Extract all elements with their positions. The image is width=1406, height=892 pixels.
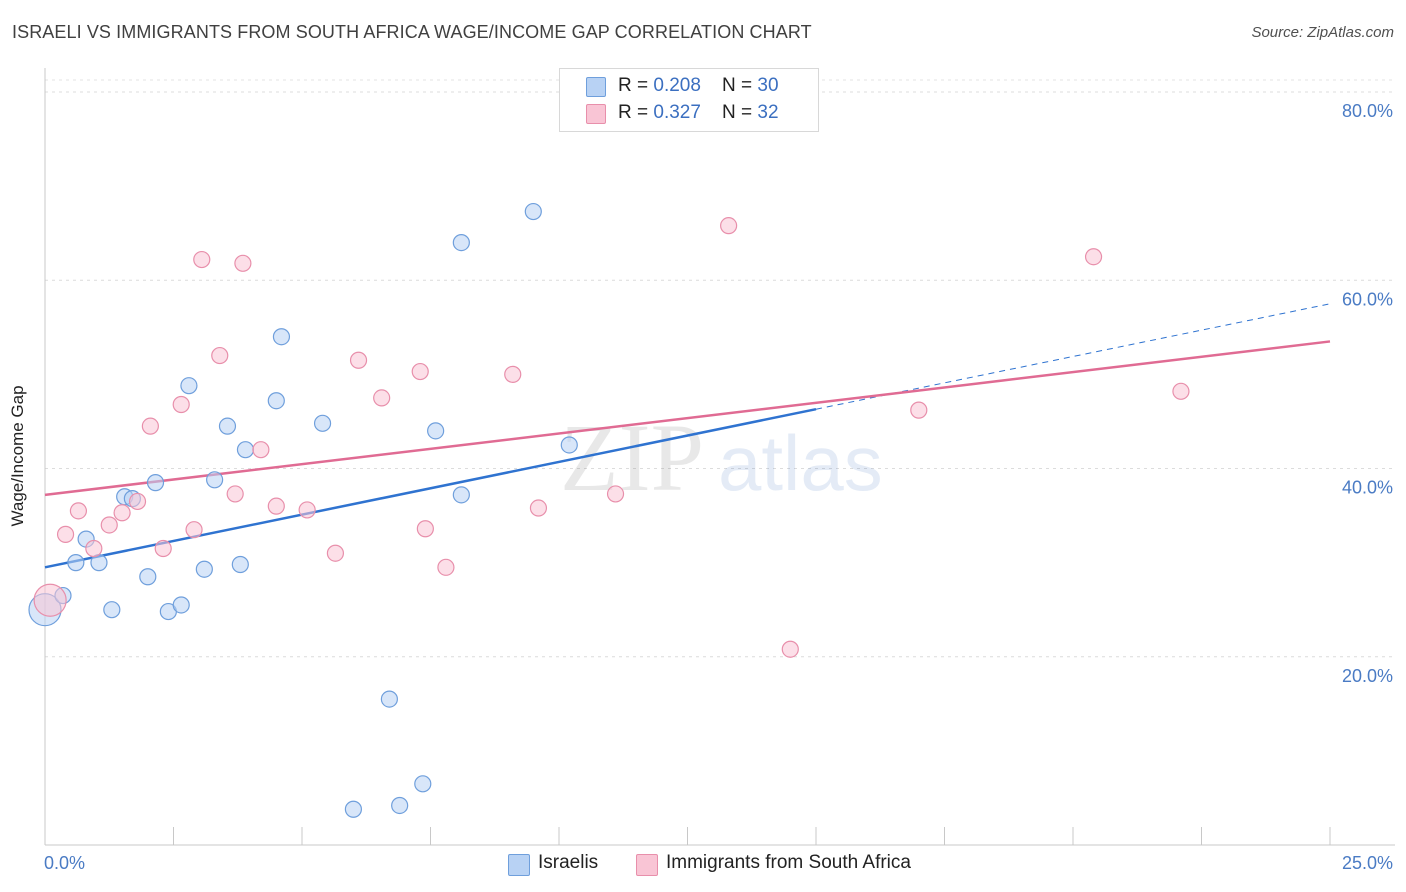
point-south-africa [56, 525, 75, 543]
point-south-africa [504, 365, 522, 383]
point-south-africa [349, 351, 368, 369]
point-israelis [452, 486, 470, 504]
point-south-africa [234, 254, 252, 272]
point-israelis [172, 596, 190, 614]
point-israelis [313, 414, 332, 432]
point-south-africa [437, 558, 455, 576]
bottom-legend-swatch-south-africa [636, 854, 658, 876]
legend-r-label: R = [618, 102, 654, 123]
point-south-africa [781, 640, 799, 658]
legend-swatch-israelis [586, 77, 606, 97]
point-south-africa [154, 539, 172, 558]
y-tick-label: 40.0% [1342, 478, 1393, 498]
y-tick-label: 80.0% [1342, 101, 1393, 121]
axes [44, 68, 1395, 846]
point-israelis [180, 377, 198, 395]
point-south-africa [113, 504, 131, 522]
point-south-africa [326, 544, 345, 562]
point-south-africa [128, 492, 147, 511]
gridlines [45, 79, 1395, 658]
legend-n-label: N = [722, 75, 758, 96]
point-israelis [218, 417, 237, 435]
point-south-africa [411, 362, 429, 381]
trend-line [44, 340, 1331, 497]
point-south-africa [529, 499, 548, 517]
point-israelis [139, 568, 157, 586]
watermark-atlas: atlas [718, 419, 883, 507]
point-israelis [524, 202, 542, 221]
point-south-africa [720, 217, 738, 235]
point-israelis [103, 601, 121, 619]
point-israelis [206, 471, 224, 489]
y-axis-label: Wage/Income Gap [8, 385, 27, 527]
legend-box: R = 0.208 N = 30 R = 0.327 N = 32 [559, 68, 819, 132]
legend-n-value: 30 [757, 75, 779, 96]
point-israelis [414, 775, 432, 793]
point-south-africa [141, 417, 159, 435]
watermark: ZIP atlas [560, 404, 883, 511]
y-tick-label: 20.0% [1342, 666, 1393, 686]
point-south-africa [267, 497, 285, 515]
legend-r-label: R = [618, 75, 654, 96]
point-south-africa [298, 501, 316, 519]
legend-n-value: 32 [757, 102, 779, 123]
point-south-africa [252, 441, 270, 459]
point-israelis [427, 422, 445, 440]
point-israelis [195, 560, 213, 578]
point-south-africa [211, 346, 229, 365]
legend-r-value: 0.208 [653, 75, 701, 96]
bottom-legend-label: Israelis [538, 852, 599, 873]
x-tick-label: 0.0% [44, 853, 85, 873]
point-south-africa [85, 539, 103, 558]
point-israelis [67, 554, 85, 572]
bottom-legend-swatch-israelis [508, 854, 530, 876]
chart-source: Source: ZipAtlas.com [1251, 24, 1394, 41]
point-south-africa [606, 485, 625, 503]
trend-lines [44, 303, 1331, 569]
point-south-africa [910, 401, 928, 419]
legend-swatch-south-africa [586, 104, 606, 124]
point-south-africa [416, 520, 434, 538]
point-israelis [231, 555, 249, 574]
point-israelis [344, 800, 362, 818]
point-israelis [452, 234, 470, 252]
point-israelis [267, 392, 285, 410]
point-south-africa [172, 395, 190, 414]
x-tick-label: 25.0% [1342, 853, 1393, 873]
point-israelis [391, 796, 409, 815]
point-israelis [146, 474, 165, 492]
data-points [28, 202, 1190, 818]
trend-line-solid [44, 407, 817, 569]
legend-r-value: 0.327 [653, 102, 701, 123]
point-south-africa [226, 485, 244, 503]
legend-n-label: N = [722, 102, 758, 123]
tick-labels: 20.0% 40.0% 60.0% 80.0% 0.0% 25.0% [44, 101, 1393, 873]
point-israelis [560, 436, 578, 454]
point-south-africa [193, 250, 211, 269]
point-south-africa [69, 502, 88, 520]
point-israelis [236, 441, 255, 459]
point-south-africa [100, 516, 118, 534]
chart-title: ISRAELI VS IMMIGRANTS FROM SOUTH AFRICA … [12, 22, 812, 42]
bottom-legend-label: Immigrants from South Africa [666, 852, 911, 873]
point-south-africa [373, 389, 391, 407]
point-south-africa [185, 521, 203, 539]
y-tick-label: 60.0% [1342, 289, 1393, 309]
point-south-africa [1084, 248, 1103, 266]
point-israelis [272, 328, 291, 346]
point-south-africa [33, 583, 67, 617]
point-israelis [380, 690, 398, 708]
point-south-africa [1172, 382, 1190, 400]
